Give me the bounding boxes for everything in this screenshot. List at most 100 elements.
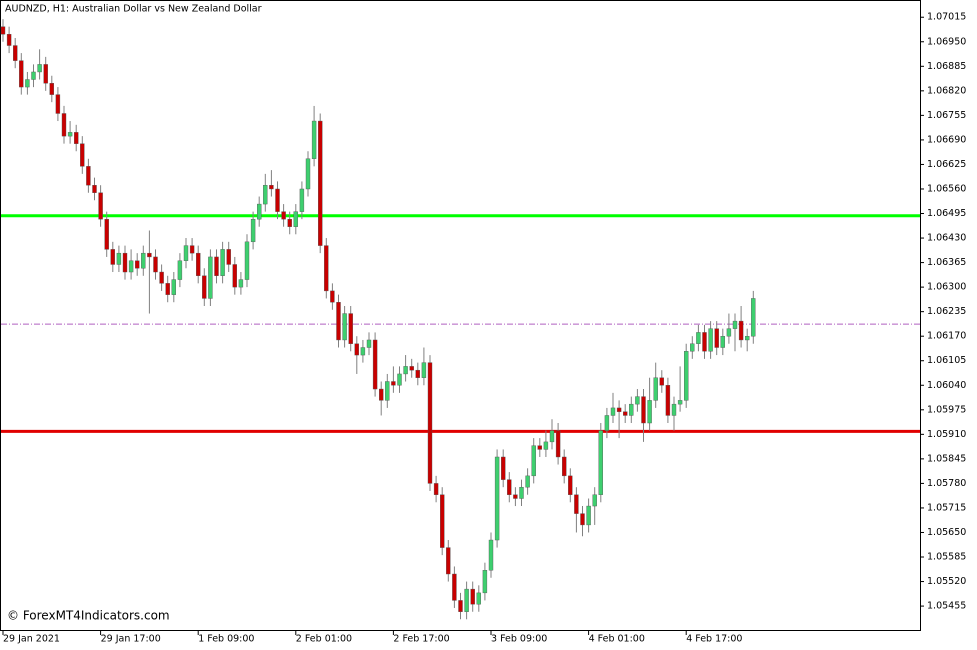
y-tick-label: 1.05455 (927, 601, 966, 612)
candle-body (519, 486, 524, 499)
candle-body (73, 132, 79, 144)
candle-body (92, 185, 97, 193)
y-tick-label: 1.06365 (927, 257, 966, 268)
candle-body (348, 313, 353, 344)
candle-body (336, 302, 341, 341)
candle-body (720, 335, 725, 348)
candle-body (549, 430, 555, 443)
watermark: © ForexMT4Indicators.com (7, 609, 170, 623)
candle-body (574, 494, 579, 514)
y-tick-label: 1.06495 (927, 208, 966, 219)
candle-body (354, 343, 359, 356)
candle-body (202, 275, 207, 299)
candle-body (562, 456, 567, 477)
candle-body (604, 415, 610, 431)
candle-body (61, 113, 67, 137)
candle-body (86, 166, 91, 186)
y-tick-label: 1.06560 (927, 183, 966, 194)
candle-body (507, 479, 512, 495)
y-tick-label: 1.05650 (927, 527, 966, 538)
candle-body (671, 403, 677, 416)
candle-body (263, 185, 268, 205)
candle-body (616, 407, 622, 412)
candle-body (342, 313, 347, 341)
candle-body (80, 143, 85, 167)
candle-body (458, 600, 463, 612)
candle-body (623, 411, 628, 416)
candle-body (397, 373, 402, 386)
candle-body (647, 400, 652, 424)
candle-body (360, 347, 366, 356)
candle-body (293, 211, 298, 227)
candle-body (696, 332, 701, 344)
candle-body (55, 94, 61, 114)
candle-body (745, 335, 750, 341)
candle-body (116, 252, 122, 265)
candle-body (0, 26, 6, 35)
candle-body (537, 445, 542, 450)
candle-body (641, 396, 646, 424)
candle-body (104, 218, 109, 250)
candle-body (677, 400, 683, 405)
candle-body (738, 320, 744, 341)
candle-body (385, 381, 390, 401)
candle-body (122, 252, 128, 273)
x-tick-label: 4 Feb 01:00 (589, 634, 645, 645)
y-tick-label: 1.06755 (927, 110, 966, 121)
candle-body (580, 513, 585, 526)
x-tick-label: 2 Feb 17:00 (393, 634, 449, 645)
candle-body (147, 252, 152, 258)
candle-body (470, 588, 475, 605)
candle-body (409, 366, 414, 371)
candle-body (592, 494, 597, 507)
candle-body (440, 494, 445, 548)
candle-body (372, 339, 378, 390)
candle-body (726, 328, 732, 337)
y-tick-label: 1.05845 (927, 453, 966, 464)
candle-body (684, 351, 689, 401)
candle-body (751, 298, 756, 337)
candle-body (37, 64, 42, 73)
candle-body (501, 456, 506, 480)
candle-body (214, 256, 219, 276)
y-tick-label: 1.05910 (927, 429, 966, 440)
y-tick-label: 1.07015 (927, 12, 966, 23)
chart-title: AUDNZD, H1: Australian Dollar vs New Zea… (5, 4, 262, 15)
x-tick-label: 29 Jan 17:00 (101, 634, 161, 645)
y-tick-label: 1.06885 (927, 61, 966, 72)
candle-body (318, 120, 323, 246)
candle-body (446, 547, 451, 575)
candle-body (708, 328, 713, 352)
candle-body (598, 430, 603, 495)
candle-body (403, 366, 408, 375)
candle-body (433, 483, 439, 495)
candle-body (49, 83, 54, 95)
candle-body (25, 79, 30, 88)
candle-body (586, 505, 591, 526)
candle-body (287, 218, 292, 227)
candle-body (159, 271, 164, 284)
plot-frame (0, 0, 921, 631)
candle-body (476, 592, 481, 605)
x-tick-label: 3 Feb 09:00 (491, 634, 547, 645)
candle-body (531, 445, 536, 477)
candle-body (464, 588, 469, 612)
candle-body (665, 385, 671, 416)
candle-body (659, 377, 664, 386)
candle-body (494, 456, 500, 541)
y-tick-label: 1.05780 (927, 478, 966, 489)
candle-body (6, 34, 12, 46)
candle-body (714, 328, 719, 348)
candle-body (134, 260, 140, 269)
candle-body (379, 388, 384, 401)
candle-body (415, 369, 420, 378)
y-tick-label: 1.05975 (927, 404, 966, 415)
y-tick-label: 1.06040 (927, 380, 966, 391)
candle-body (281, 211, 286, 220)
candle-body (702, 332, 707, 352)
candle-body (610, 407, 616, 416)
candle-body (269, 185, 274, 190)
y-tick-label: 1.05585 (927, 552, 966, 563)
y-tick-label: 1.06690 (927, 134, 966, 145)
